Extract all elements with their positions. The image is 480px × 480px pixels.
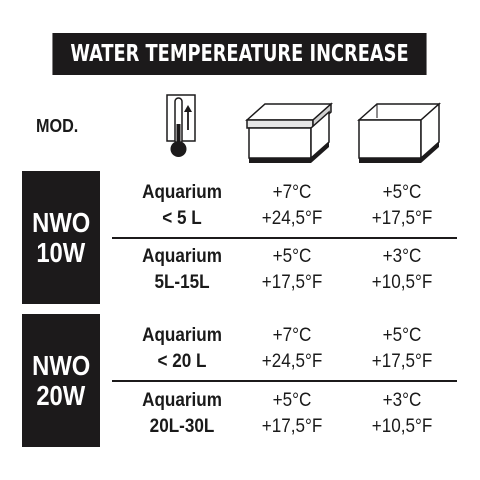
aquarium-volume: < 5 L — [162, 208, 202, 229]
row-divider — [112, 380, 457, 382]
page-title: WATER TEMPEREATURE INCREASE — [70, 41, 409, 67]
fahrenheit-value: +17,5°F — [371, 351, 433, 372]
fahrenheit-value: +17,5°F — [261, 416, 323, 437]
celsius-value: +5°C — [272, 390, 312, 411]
model-label-nwo-10w: NWO 10W — [22, 171, 100, 304]
open-aquarium-icon — [357, 102, 441, 163]
fahrenheit-value: +10,5°F — [371, 272, 433, 293]
aquarium-volume: 20L-30L — [149, 416, 215, 437]
celsius-value: +7°C — [272, 182, 312, 203]
aquarium-label: Aquarium — [142, 182, 222, 203]
covered-increase: +5°C +17,5°F — [242, 244, 342, 296]
open-increase: +5°C +17,5°F — [352, 323, 452, 375]
aquarium-size: Aquarium < 20 L — [112, 323, 252, 375]
fahrenheit-value: +24,5°F — [261, 351, 323, 372]
celsius-value: +5°C — [382, 182, 422, 203]
fahrenheit-value: +17,5°F — [261, 272, 323, 293]
table-row: Aquarium < 5 L +7°C +24,5°F +5°C +17,5°F — [112, 180, 457, 242]
aquarium-size: Aquarium 20L-30L — [112, 388, 252, 440]
open-increase: +5°C +17,5°F — [352, 180, 452, 232]
fahrenheit-value: +17,5°F — [371, 208, 433, 229]
model-name-line1: NWO — [31, 349, 91, 381]
covered-increase: +5°C +17,5°F — [242, 388, 342, 440]
aquarium-size: Aquarium < 5 L — [112, 180, 252, 232]
aquarium-label: Aquarium — [142, 325, 222, 346]
table-row: Aquarium < 20 L +7°C +24,5°F +5°C +17,5°… — [112, 323, 457, 385]
mod-label: MOD. — [36, 116, 79, 136]
covered-increase: +7°C +24,5°F — [242, 323, 342, 375]
aquarium-label: Aquarium — [142, 390, 222, 411]
fahrenheit-value: +24,5°F — [261, 208, 323, 229]
aquarium-volume: < 20 L — [157, 351, 207, 372]
aquarium-volume: 5L-15L — [154, 272, 210, 293]
celsius-value: +3°C — [382, 246, 422, 267]
model-name-line2: 10W — [36, 236, 86, 268]
model-label-nwo-20w: NWO 20W — [22, 314, 100, 447]
open-increase: +3°C +10,5°F — [352, 388, 452, 440]
fahrenheit-value: +10,5°F — [371, 416, 433, 437]
aquarium-size: Aquarium 5L-15L — [112, 244, 252, 296]
celsius-value: +3°C — [382, 390, 422, 411]
thermometer-icon — [166, 94, 196, 157]
covered-increase: +7°C +24,5°F — [242, 180, 342, 232]
table-row: Aquarium 20L-30L +5°C +17,5°F +3°C +10,5… — [112, 388, 457, 450]
celsius-value: +5°C — [382, 325, 422, 346]
model-name-line2: 20W — [36, 379, 86, 411]
open-increase: +3°C +10,5°F — [352, 244, 452, 296]
celsius-value: +7°C — [272, 325, 312, 346]
celsius-value: +5°C — [272, 246, 312, 267]
row-divider — [112, 237, 457, 239]
aquarium-label: Aquarium — [142, 246, 222, 267]
covered-aquarium-icon — [245, 102, 333, 163]
model-name-line1: NWO — [31, 206, 91, 238]
table-row: Aquarium 5L-15L +5°C +17,5°F +3°C +10,5°… — [112, 244, 457, 306]
title-bar: WATER TEMPEREATURE INCREASE — [52, 33, 427, 75]
